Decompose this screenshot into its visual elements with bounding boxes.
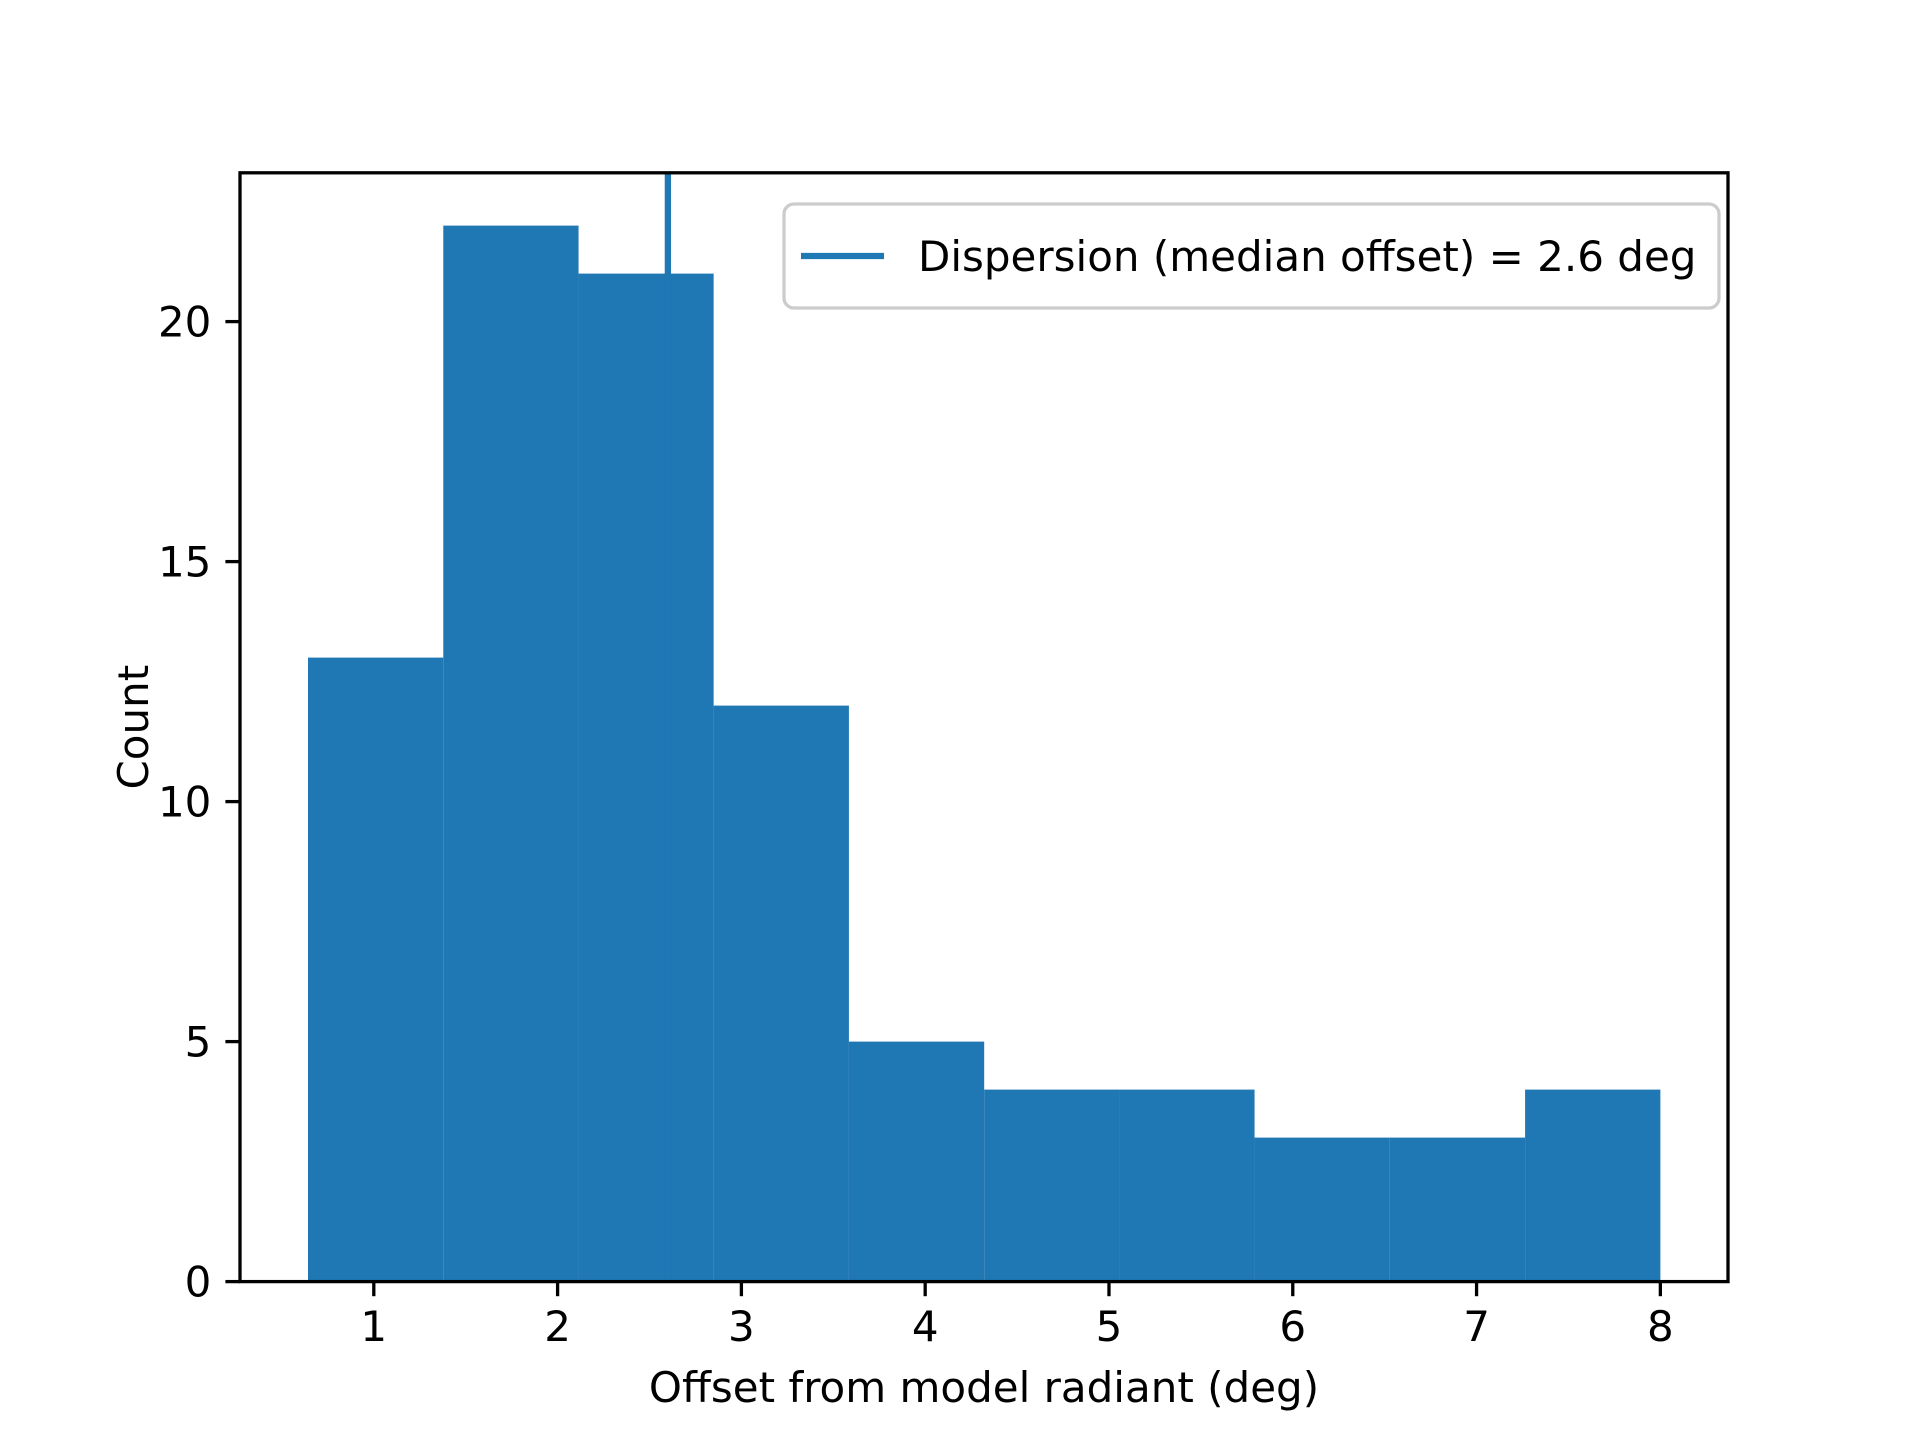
y-axis-label: Count <box>109 665 158 790</box>
axes-frame <box>238 171 1730 1284</box>
histogram-bar <box>713 705 849 1282</box>
x-tick-label: 5 <box>1096 1302 1123 1351</box>
histogram-bar <box>578 273 714 1282</box>
x-tick-label: 8 <box>1647 1302 1674 1351</box>
x-tick-label: 7 <box>1463 1302 1490 1351</box>
histogram-bar <box>848 1041 985 1282</box>
y-tick-label: 20 <box>158 298 211 347</box>
x-axis-label: Offset from model radiant (deg) <box>649 1363 1319 1412</box>
histogram-bar <box>308 657 444 1282</box>
x-axis-ticks: 1 2 3 4 5 6 7 8 <box>360 1281 1674 1351</box>
histogram-bar <box>1119 1089 1255 1282</box>
histogram-bar <box>1254 1137 1390 1282</box>
histogram-bars <box>308 225 1661 1282</box>
histogram-bar <box>443 225 579 1282</box>
legend-label: Dispersion (median offset) = 2.6 deg <box>918 232 1696 281</box>
y-tick-label: 15 <box>158 538 211 587</box>
legend: Dispersion (median offset) = 2.6 deg <box>782 202 1721 310</box>
histogram-bar <box>1389 1137 1526 1282</box>
x-tick-label: 2 <box>544 1302 571 1351</box>
x-tick-label: 6 <box>1279 1302 1306 1351</box>
y-tick-label: 10 <box>158 778 211 827</box>
x-tick-label: 1 <box>360 1302 387 1351</box>
y-tick-label: 0 <box>185 1258 212 1307</box>
y-axis-ticks: 0 5 10 15 20 <box>158 298 240 1307</box>
y-tick-label: 5 <box>185 1018 212 1067</box>
histogram-bar <box>984 1089 1120 1282</box>
histogram-bar <box>1525 1089 1661 1282</box>
x-tick-label: 4 <box>912 1302 939 1351</box>
legend-box <box>782 202 1721 310</box>
x-tick-label: 3 <box>728 1302 755 1351</box>
